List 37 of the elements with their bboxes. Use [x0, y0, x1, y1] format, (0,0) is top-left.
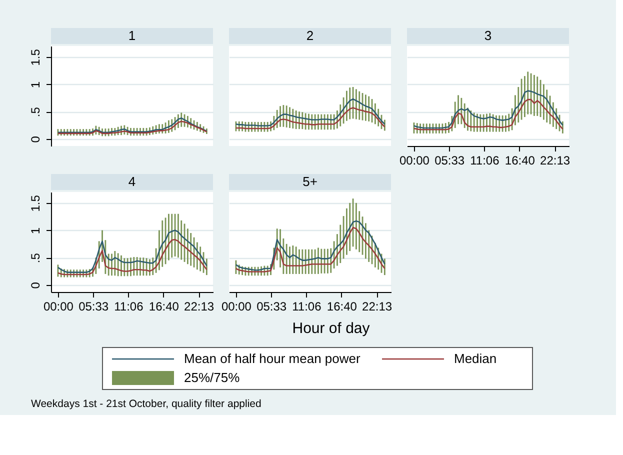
y-tick-label: 1	[28, 81, 42, 88]
y-tick-label: 1.5	[28, 194, 42, 212]
x-tick-label: 11:06	[114, 300, 144, 314]
line-series	[57, 230, 208, 273]
chart-title: 3	[484, 28, 492, 43]
chart-title: 4	[128, 174, 136, 189]
chart-title: 1	[128, 28, 136, 43]
y-tick-label: 1.5	[28, 48, 42, 66]
y-tick-label: 0	[28, 282, 42, 289]
y-tick-label: .5	[28, 106, 42, 118]
y-tick-label: 0	[28, 136, 42, 143]
chart-title: 2	[306, 28, 314, 43]
legend-label: Mean of half hour mean power	[184, 351, 361, 366]
x-tick-label: 11:06	[292, 300, 322, 314]
x-tick-label: 05:33	[434, 154, 465, 168]
legend-label: Median	[454, 351, 497, 366]
x-tick-label: 16:40	[148, 300, 180, 314]
x-tick-label: 00:00	[221, 300, 252, 314]
x-tick-label: 11:06	[470, 154, 500, 168]
x-tick-label: 05:33	[256, 300, 287, 314]
legend-label: 25%/75%	[184, 370, 240, 385]
x-tick-label: 22:13	[362, 300, 392, 314]
x-tick-label: 16:40	[326, 300, 358, 314]
text: Weekdays 1st - 21st October, quality filter applied	[31, 398, 262, 410]
x-tick-label: 22:13	[184, 300, 214, 314]
x-axis-title: Hour of day	[292, 320, 370, 337]
line-series	[57, 120, 208, 134]
x-tick-label: 00:00	[43, 300, 74, 314]
x-tick-label: 05:33	[78, 300, 109, 314]
x-tick-label: 16:40	[504, 154, 536, 168]
line-series	[57, 238, 208, 276]
y-tick-label: .5	[28, 252, 42, 264]
chart-title: 5+	[302, 174, 318, 189]
x-tick-label: 22:13	[540, 154, 570, 168]
line-series	[57, 117, 208, 133]
y-tick-label: 1	[28, 227, 42, 234]
x-tick-label: 00:00	[399, 154, 430, 168]
